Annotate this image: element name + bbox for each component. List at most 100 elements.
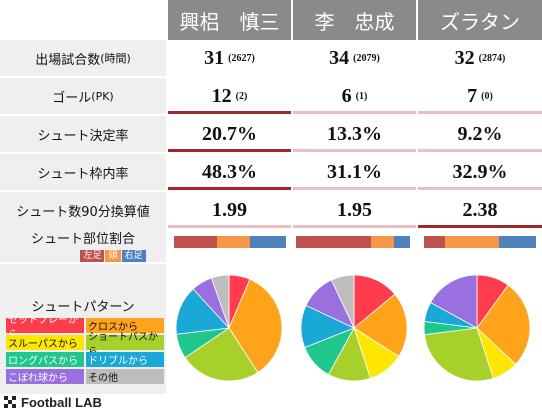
stat-value-0-1: 34 (2079) <box>293 40 416 76</box>
stat-value-sub: (2079) <box>353 52 380 64</box>
pie-slice <box>430 274 478 329</box>
legend-item: その他 <box>86 369 164 384</box>
stat-label-text: シュート枠内率 <box>37 166 129 182</box>
body-part-bar-0-2 <box>250 236 286 248</box>
stat-label-text: ゴール <box>52 90 92 106</box>
stat-value-4-0: 1.99 <box>168 192 291 228</box>
shot-pattern-title: シュートパターン <box>31 300 135 315</box>
stat-value-2-2: 9.2% <box>418 116 542 152</box>
legend-item: スルーパスから <box>6 335 84 350</box>
legend-item: ロングパスから <box>6 352 84 367</box>
stat-value-sub: (1) <box>355 90 368 102</box>
pie-slice <box>330 274 355 329</box>
stat-value-number: 32 <box>454 46 475 69</box>
pie-slice <box>423 301 478 329</box>
pie-slice <box>327 326 371 382</box>
stat-underline <box>418 225 542 228</box>
stat-value-sub: (2627) <box>228 52 255 64</box>
body-part-bar-1-1 <box>371 236 395 248</box>
body-part-bar-1-2 <box>394 236 410 248</box>
stat-underline <box>418 149 542 152</box>
legend-item: ショートパスから <box>86 332 164 358</box>
body-part-title: シュート部位割合 <box>30 232 135 247</box>
legend-head: 頭 <box>105 250 121 262</box>
stat-underline <box>293 149 416 152</box>
stat-value-3-1: 31.1% <box>293 154 416 190</box>
stat-value-sub: (2874) <box>478 52 506 64</box>
stat-value-4-2: 2.38 <box>418 192 542 228</box>
stat-label-1: ゴール (PK) <box>0 78 166 114</box>
stat-underline <box>168 225 291 228</box>
stat-value-0-2: 32 (2874) <box>418 40 542 76</box>
stat-label-0: 出場試合数 (時間) <box>0 40 166 76</box>
stat-value-3-0: 48.3% <box>168 154 291 190</box>
stat-label-unit: (時間) <box>100 52 131 65</box>
stat-value-0-0: 31 (2627) <box>168 40 291 76</box>
pie-slice <box>476 327 517 379</box>
pie-slice <box>423 327 494 382</box>
pie-slice <box>353 327 400 379</box>
stat-underline <box>418 111 542 114</box>
pie-slice <box>423 320 478 336</box>
body-part-bar-0-0 <box>174 236 217 248</box>
stat-value-number: 1.99 <box>212 198 247 221</box>
pie-slice <box>210 274 230 329</box>
brand-logo-icon <box>4 396 18 408</box>
stat-value-number: 34 <box>329 46 350 69</box>
pie-slice <box>228 278 283 374</box>
pie-slice <box>305 279 355 329</box>
stat-underline <box>418 187 542 190</box>
pie-slice <box>184 327 259 382</box>
stat-label-text: シュート決定率 <box>37 128 129 144</box>
pie-slice <box>192 277 230 329</box>
stat-value-number: 1.95 <box>337 198 372 221</box>
brand-bar: Football LAB <box>0 394 542 410</box>
stat-value-number: 32.9% <box>452 160 508 183</box>
body-part-legend: 左足 頭 右足 <box>80 250 146 262</box>
pie-slice <box>228 274 251 329</box>
stat-value-number: 31 <box>204 46 225 69</box>
legend-item: クロスから <box>86 318 164 333</box>
legend-item: こぼれ球から <box>6 369 84 384</box>
stat-value-3-2: 32.9% <box>418 154 542 190</box>
body-part-bar-0-1 <box>216 236 251 248</box>
stat-value-number: 48.3% <box>202 160 257 183</box>
stat-underline <box>168 149 291 152</box>
stat-value-1-0: 12 (2) <box>168 78 291 114</box>
stat-label-2: シュート決定率 <box>0 116 166 152</box>
body-part-label-cell: シュート部位割合 左足 頭 右足 <box>0 226 166 262</box>
pie-slice <box>175 327 230 359</box>
legend-item: ドリブルから <box>86 352 164 367</box>
stat-underline <box>293 111 416 114</box>
stat-underline <box>168 187 291 190</box>
body-part-bar-2-2 <box>499 236 536 248</box>
stat-label-text: シュート数90分換算値 <box>16 204 150 220</box>
stat-value-number: 20.7% <box>202 122 257 145</box>
stat-value-number: 31.1% <box>327 160 382 183</box>
brand-name: Football LAB <box>21 394 102 410</box>
body-part-bar-2-1 <box>445 236 500 248</box>
player-header-2: 李 忠成 <box>293 0 416 40</box>
stat-underline <box>293 225 416 228</box>
pie-slice <box>304 327 355 375</box>
pie-slice <box>175 288 230 335</box>
stat-value-sub: (0) <box>481 90 493 102</box>
stat-value-1-1: 6 (1) <box>293 78 416 114</box>
pie-slice <box>300 304 356 349</box>
pie-slice <box>353 293 408 357</box>
stat-value-number: 12 <box>211 84 232 107</box>
stat-value-sub: (2) <box>235 90 248 102</box>
legend-right-foot: 右足 <box>121 250 146 262</box>
stat-value-number: 9.2% <box>457 122 503 145</box>
stat-value-number: 2.38 <box>462 198 498 221</box>
stat-label-4: シュート数90分換算値 <box>0 192 166 228</box>
player-header-3: ズラタン <box>418 0 542 40</box>
stat-value-2-0: 20.7% <box>168 116 291 152</box>
stat-value-1-2: 7 (0) <box>418 78 542 114</box>
pie-slice <box>353 274 396 329</box>
stat-label-unit: (PK) <box>91 89 114 103</box>
stat-value-number: 6 <box>341 84 352 107</box>
player-header-1: 興梠 慎三 <box>168 0 291 40</box>
legend-left-foot: 左足 <box>80 250 105 262</box>
stat-value-4-1: 1.95 <box>293 192 416 228</box>
